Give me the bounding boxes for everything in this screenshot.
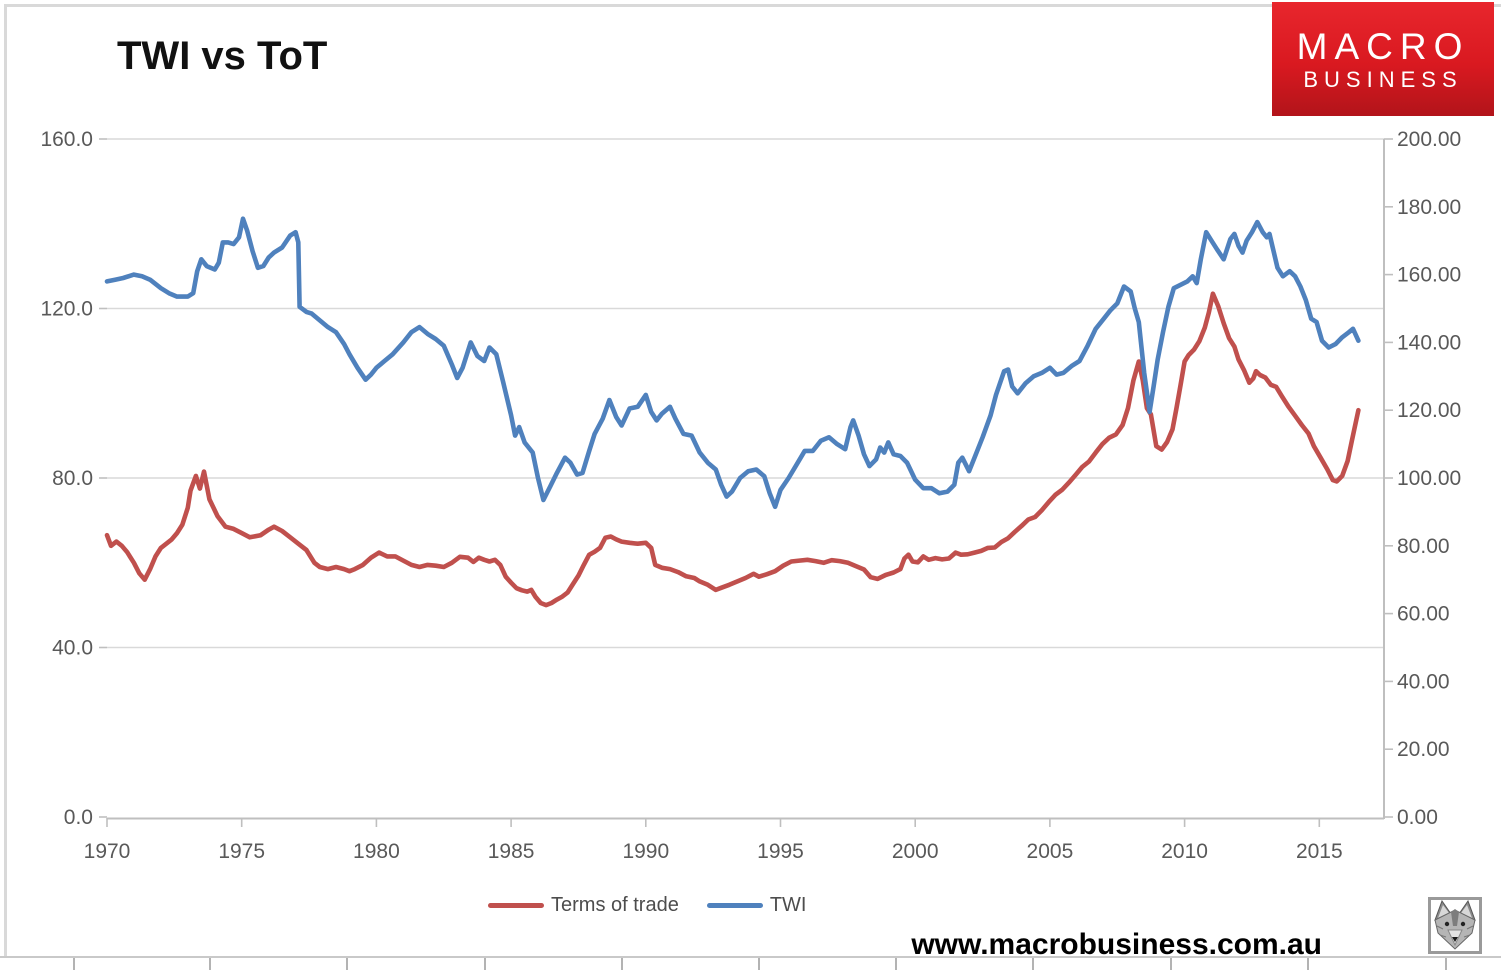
sheet-column-gridline	[484, 958, 486, 970]
sheet-column-gridline	[758, 958, 760, 970]
sheet-column-gridline	[1445, 958, 1447, 970]
right-axis-label: 60.00	[1397, 603, 1450, 626]
x-axis-label: 2000	[892, 840, 939, 863]
right-axis-label: 40.00	[1397, 670, 1450, 693]
left-axis-label: 40.0	[52, 637, 93, 660]
legend-swatch	[488, 903, 544, 908]
chart-title: TWI vs ToT	[117, 34, 328, 78]
legend-swatch	[706, 903, 763, 908]
x-axis-label: 1975	[218, 840, 265, 863]
legend-item-terms-of-trade: Terms of trade	[488, 894, 679, 917]
right-axis-label: 160.00	[1397, 264, 1461, 287]
right-axis-label: 120.00	[1397, 399, 1461, 422]
left-axis-label: 160.0	[40, 128, 93, 151]
x-axis-label: 2015	[1296, 840, 1343, 863]
right-axis-label: 200.00	[1397, 128, 1461, 151]
sheet-column-gridline	[73, 958, 75, 970]
x-axis-label: 2010	[1161, 840, 1208, 863]
sheet-column-gridline	[346, 958, 348, 970]
legend-item-twi: TWI	[706, 894, 807, 917]
legend-label: Terms of trade	[551, 894, 679, 916]
series-line-twi	[104, 216, 1361, 510]
chart-legend: Terms of trade TWI	[488, 894, 806, 917]
sheet-column-gridline	[895, 958, 897, 970]
legend-label: TWI	[769, 894, 807, 916]
x-axis-label: 1970	[84, 840, 131, 863]
left-axis-label: 120.0	[40, 298, 93, 321]
left-axis-label: 0.0	[64, 806, 93, 829]
sheet-column-gridline	[1307, 958, 1309, 970]
x-axis-label: 2005	[1027, 840, 1074, 863]
sheet-column-gridline	[1032, 958, 1034, 970]
chart-frame-top-border	[5, 4, 1501, 7]
macrobusiness-logo: MACRO BUSINESS	[1272, 2, 1494, 116]
sheet-column-gridline	[621, 958, 623, 970]
sheet-column-gridline	[209, 958, 211, 970]
sheet-column-gridline	[1170, 958, 1172, 970]
x-axis-label: 1990	[622, 840, 669, 863]
footer-url: www.macrobusiness.com.au	[911, 928, 1322, 961]
right-axis-label: 0.00	[1397, 806, 1438, 829]
logo-line1: MACRO	[1296, 25, 1470, 67]
spreadsheet-row-line	[0, 956, 1501, 958]
x-axis-label: 1995	[757, 840, 804, 863]
wolf-head-icon	[1428, 897, 1482, 954]
right-axis-label: 100.00	[1397, 467, 1461, 490]
right-axis-label: 180.00	[1397, 196, 1461, 219]
series-line-terms-of-trade	[104, 291, 1361, 608]
x-axis-label: 1985	[488, 840, 535, 863]
chart-frame-left-border	[4, 4, 7, 957]
left-axis-label: 80.0	[52, 467, 93, 490]
right-axis-label: 20.00	[1397, 738, 1450, 761]
right-axis-label: 80.00	[1397, 535, 1450, 558]
x-axis-label: 1980	[353, 840, 400, 863]
logo-line2: BUSINESS	[1303, 66, 1463, 92]
right-axis-label: 140.00	[1397, 331, 1461, 354]
